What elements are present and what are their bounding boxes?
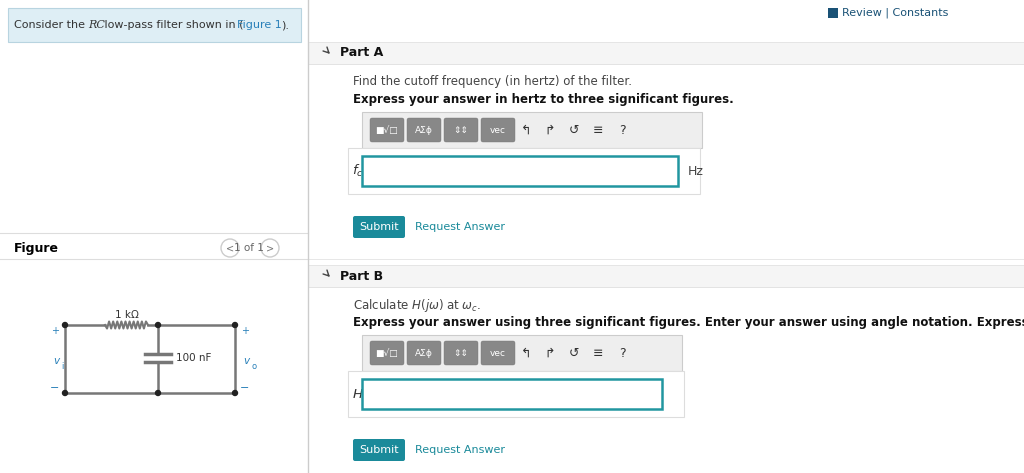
Text: Find the cutoff frequency (in hertz) of the filter.: Find the cutoff frequency (in hertz) of …: [353, 76, 632, 88]
Circle shape: [232, 391, 238, 395]
Bar: [308, 0, 1024, 30]
Text: $H(j\omega_c)$ =: $H(j\omega_c)$ =: [352, 385, 409, 403]
Text: vec: vec: [490, 125, 506, 134]
Text: ↰: ↰: [521, 347, 531, 359]
Bar: [348, 371, 684, 417]
Bar: [308, 265, 1024, 287]
FancyBboxPatch shape: [407, 341, 441, 365]
Text: ↱: ↱: [545, 123, 555, 137]
Text: Consider the: Consider the: [14, 20, 88, 30]
Circle shape: [156, 323, 161, 327]
FancyBboxPatch shape: [370, 118, 404, 142]
Text: +: +: [241, 326, 249, 336]
Text: <: <: [226, 243, 234, 253]
Bar: [362, 335, 682, 371]
Text: o: o: [251, 361, 256, 370]
Bar: [308, 64, 1024, 259]
Bar: [362, 112, 702, 148]
Text: −: −: [241, 383, 250, 393]
Text: vec: vec: [490, 349, 506, 358]
Text: ■√□: ■√□: [376, 349, 398, 358]
Circle shape: [156, 391, 161, 395]
Bar: [308, 287, 1024, 473]
Text: AΣϕ: AΣϕ: [415, 125, 433, 134]
Text: Request Answer: Request Answer: [415, 222, 505, 232]
Text: AΣϕ: AΣϕ: [415, 349, 433, 358]
Text: RC: RC: [88, 20, 104, 30]
Text: 1 of 1: 1 of 1: [234, 243, 264, 253]
Text: 100 nF: 100 nF: [176, 353, 211, 363]
Text: i: i: [61, 361, 63, 370]
FancyBboxPatch shape: [353, 216, 406, 238]
Bar: [308, 42, 1024, 64]
Text: ?: ?: [618, 347, 626, 359]
Circle shape: [62, 323, 68, 327]
Bar: [362, 156, 678, 186]
Text: v: v: [53, 356, 59, 366]
Text: Submit: Submit: [359, 445, 398, 455]
Text: +: +: [51, 326, 59, 336]
Bar: [828, 8, 838, 18]
Text: Hz: Hz: [688, 165, 703, 177]
Text: Part A: Part A: [340, 46, 383, 60]
Bar: [8, 8, 301, 42]
Text: Request Answer: Request Answer: [415, 445, 505, 455]
Bar: [362, 379, 662, 409]
Text: ↱: ↱: [545, 347, 555, 359]
Text: low-pass filter shown in (: low-pass filter shown in (: [101, 20, 244, 30]
Text: Express your answer in hertz to three significant figures.: Express your answer in hertz to three si…: [353, 93, 734, 105]
Text: ⇕⇕: ⇕⇕: [454, 125, 469, 134]
Text: ⇕⇕: ⇕⇕: [454, 349, 469, 358]
Text: ↰: ↰: [521, 123, 531, 137]
Circle shape: [232, 323, 238, 327]
Text: >: >: [266, 243, 274, 253]
Text: Calculate $H(j\omega)$ at $\omega_c$.: Calculate $H(j\omega)$ at $\omega_c$.: [353, 297, 481, 314]
FancyBboxPatch shape: [444, 118, 478, 142]
FancyBboxPatch shape: [444, 341, 478, 365]
Text: ?: ?: [618, 123, 626, 137]
Text: 1 kΩ: 1 kΩ: [115, 310, 139, 320]
Text: ).: ).: [281, 20, 289, 30]
Text: Submit: Submit: [359, 222, 398, 232]
Text: ≡: ≡: [593, 123, 603, 137]
Text: Express your answer using three significant figures. Enter your answer using ang: Express your answer using three signific…: [353, 315, 1024, 329]
Text: Review | Constants: Review | Constants: [842, 8, 948, 18]
FancyBboxPatch shape: [407, 118, 441, 142]
Text: ↺: ↺: [568, 123, 580, 137]
Text: ↺: ↺: [568, 347, 580, 359]
Text: −: −: [50, 383, 59, 393]
FancyBboxPatch shape: [370, 341, 404, 365]
Circle shape: [62, 391, 68, 395]
Text: Figure 1: Figure 1: [237, 20, 282, 30]
FancyBboxPatch shape: [353, 439, 406, 461]
Text: $f_c$ =: $f_c$ =: [352, 163, 378, 179]
Text: Figure: Figure: [14, 242, 59, 254]
Text: ≡: ≡: [593, 347, 603, 359]
FancyBboxPatch shape: [481, 118, 515, 142]
Text: Part B: Part B: [340, 270, 383, 282]
Text: v: v: [243, 356, 249, 366]
Text: ■√□: ■√□: [376, 125, 398, 134]
Bar: [348, 148, 700, 194]
FancyBboxPatch shape: [481, 341, 515, 365]
